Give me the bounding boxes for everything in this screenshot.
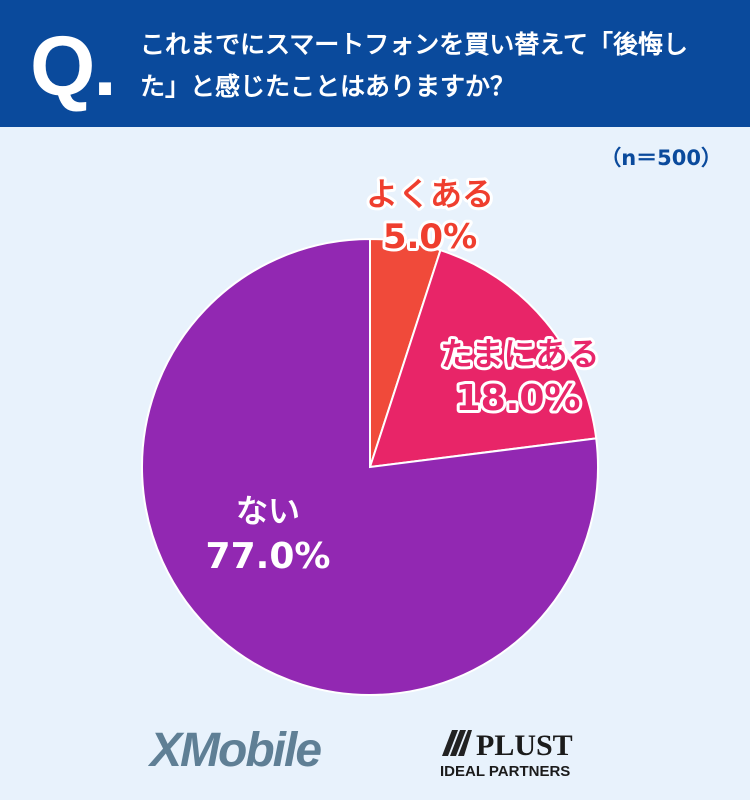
- slice-2-value-label: 18.0%: [456, 378, 581, 419]
- plust-logo: PLUST IDEAL PARTNERS: [440, 729, 573, 780]
- pie-slice-3: [141, 237, 599, 696]
- sample-size-note: （n＝500）: [600, 146, 722, 170]
- question-mark: Q.: [30, 19, 117, 113]
- slice-1-value-label: 5.0%: [383, 217, 477, 257]
- plust-logo-subtext: IDEAL PARTNERS: [440, 763, 570, 780]
- plust-mark-icon: [442, 730, 472, 756]
- plust-logo-text: PLUST: [476, 729, 573, 762]
- slice-1-name-label: よくある: [366, 175, 494, 213]
- slice-3-name-label: ない: [236, 492, 300, 530]
- question-text: これまでにスマートフォンを買い替えて「後悔した」と感じたことはありますか？: [140, 30, 689, 101]
- question-header: Q. これまでにスマートフォンを買い替えて「後悔した」と感じたことはありますか？: [0, 0, 750, 127]
- xmobile-logo-text: XMobile: [148, 724, 321, 777]
- pie-slice-2: [368, 248, 598, 469]
- xmobile-logo: XMobile: [148, 724, 323, 777]
- slice-3-value-label: 77.0%: [206, 536, 331, 577]
- slice-2-name-label: たまにある: [440, 335, 599, 373]
